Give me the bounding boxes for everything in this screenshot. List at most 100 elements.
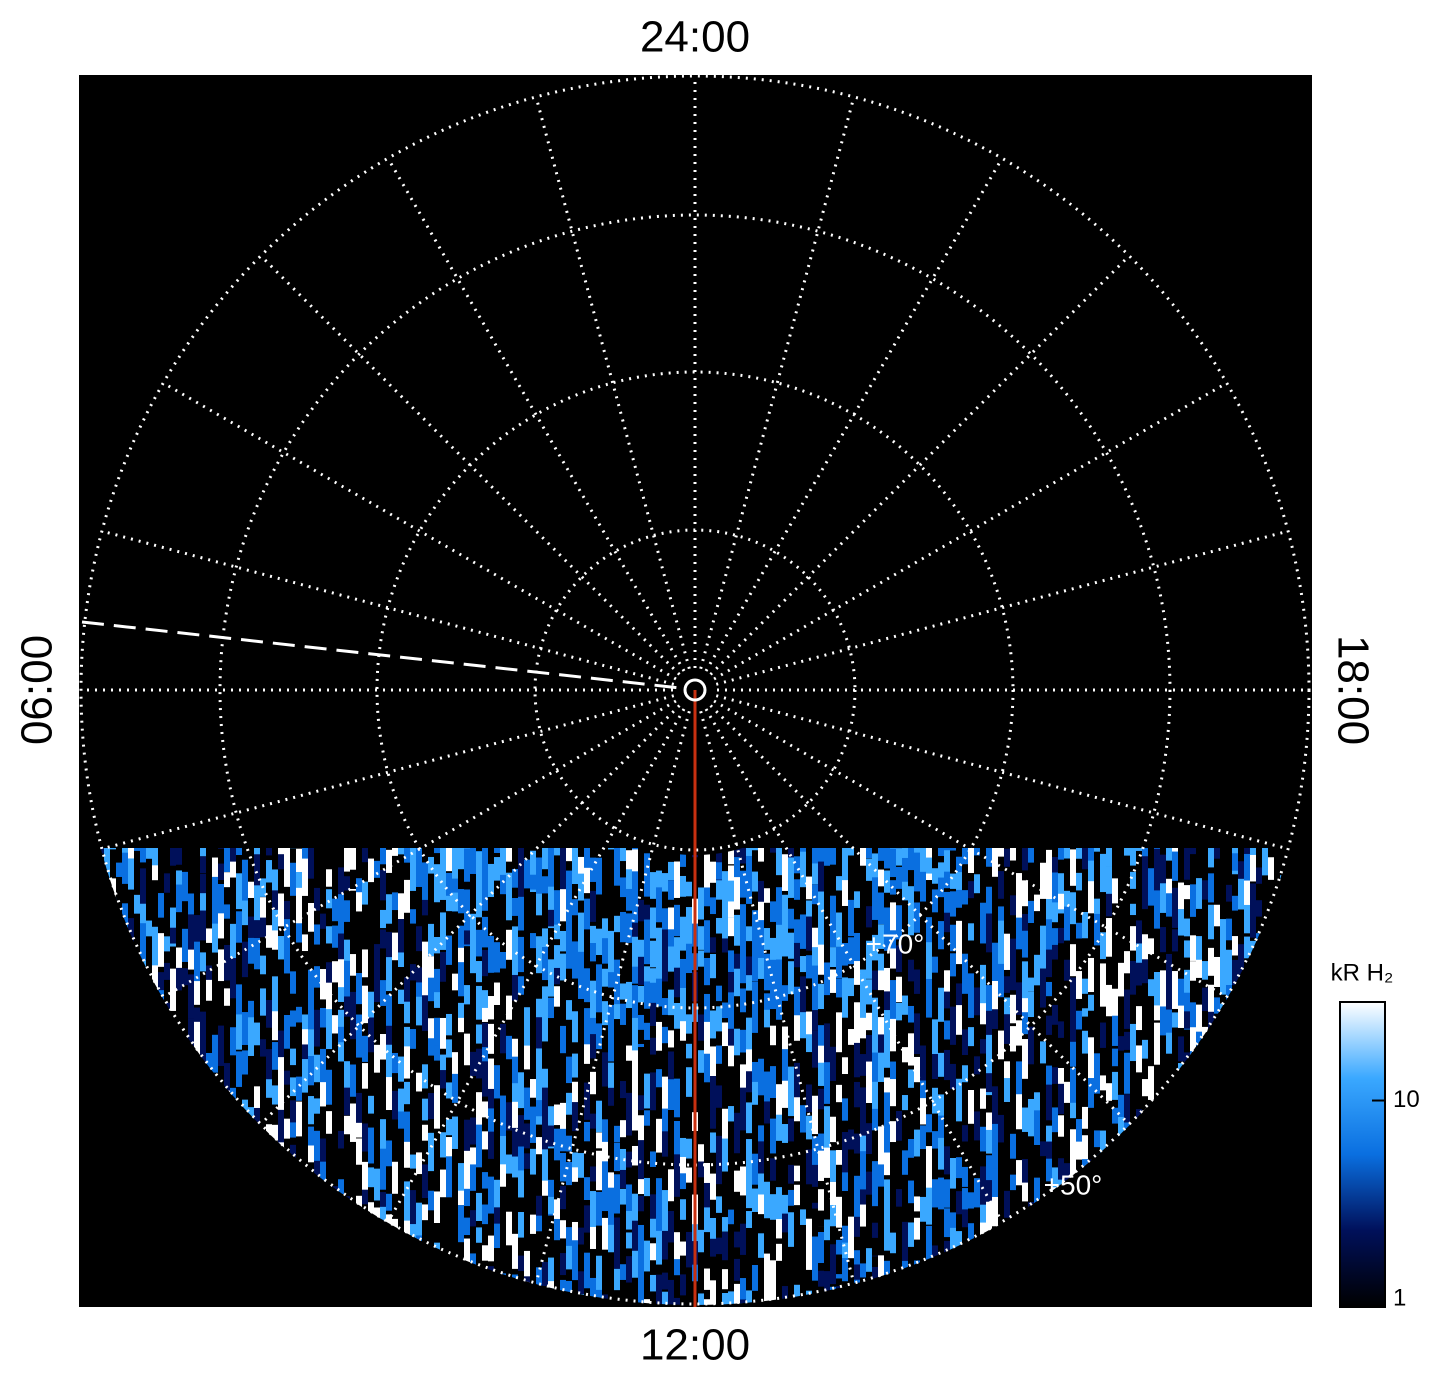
emission-pixel (1016, 873, 1022, 906)
emission-pixel (1262, 858, 1268, 873)
emission-pixel (752, 850, 758, 874)
emission-pixel (482, 1047, 488, 1072)
emission-pixel (602, 1181, 608, 1212)
colorbar-label: kR H₂ (1331, 959, 1394, 986)
emission-pixel (1154, 1036, 1160, 1065)
emission-pixel (734, 1009, 740, 1025)
emission-pixel (734, 1077, 740, 1119)
emission-pixel (902, 920, 908, 947)
emission-pixel (764, 1139, 770, 1160)
emission-pixel (764, 848, 770, 885)
emission-pixel (212, 848, 218, 858)
emission-pixel (842, 858, 848, 882)
emission-pixel (368, 1127, 374, 1164)
emission-pixel (488, 996, 494, 1020)
emission-pixel (578, 951, 584, 995)
emission-pixel (1064, 942, 1070, 970)
emission-pixel (1124, 951, 1130, 974)
emission-pixel (1082, 1073, 1088, 1097)
emission-pixel (368, 1017, 374, 1058)
emission-pixel (488, 906, 494, 925)
emission-pixel (500, 1240, 506, 1271)
emission-pixel (902, 1174, 908, 1192)
emission-pixel (1178, 882, 1184, 910)
emission-pixel (704, 1082, 710, 1103)
emission-pixel (302, 895, 308, 925)
emission-pixel (890, 902, 896, 934)
emission-pixel (1070, 977, 1076, 1002)
emission-pixel (176, 884, 182, 913)
emission-pixel (506, 1245, 512, 1270)
emission-pixel (272, 930, 278, 955)
emission-pixel (248, 916, 254, 945)
emission-pixel (386, 957, 392, 992)
emission-pixel (176, 990, 182, 1013)
emission-pixel (614, 1217, 620, 1252)
emission-pixel (440, 1088, 446, 1122)
emission-pixel (518, 976, 524, 995)
emission-pixel (926, 857, 932, 874)
emission-pixel (734, 1128, 740, 1154)
emission-pixel (356, 1030, 362, 1070)
emission-pixel (872, 1108, 878, 1131)
emission-pixel (734, 857, 740, 887)
emission-pixel (1040, 903, 1046, 922)
emission-pixel (830, 1205, 836, 1237)
grid-spoke (709, 704, 1131, 1126)
emission-pixel (452, 1116, 458, 1154)
emission-pixel (1184, 918, 1190, 937)
emission-pixel (482, 1245, 488, 1261)
emission-pixel (986, 985, 992, 1027)
emission-pixel (374, 848, 380, 861)
emission-pixel (722, 938, 728, 953)
emission-pixel (668, 1127, 674, 1155)
emission-pixel (1028, 1178, 1034, 1222)
emission-pixel (368, 1095, 374, 1114)
emission-pixel (182, 849, 188, 881)
emission-pixel (656, 1118, 662, 1153)
emission-pixel (482, 865, 488, 892)
emission-pixel (1274, 1304, 1280, 1305)
emission-pixel (560, 889, 566, 922)
emission-pixel (1112, 878, 1118, 904)
emission-pixel (740, 1147, 746, 1167)
emission-pixel (356, 1057, 362, 1093)
emission-pixel (1238, 861, 1244, 895)
emission-pixel (512, 1056, 518, 1100)
emission-pixel (680, 958, 686, 996)
emission-pixel (938, 877, 944, 898)
emission-pixel (920, 961, 926, 1003)
emission-pixel (740, 988, 746, 1013)
emission-pixel (1148, 1012, 1154, 1054)
emission-pixel (542, 1261, 548, 1294)
emission-pixel (962, 848, 968, 865)
emission-pixel (464, 1119, 470, 1159)
emission-pixel (554, 1240, 560, 1265)
emission-pixel (620, 848, 626, 862)
emission-pixel (944, 850, 950, 878)
emission-pixel (674, 848, 680, 863)
emission-pixel (932, 868, 938, 884)
emission-pixel (950, 873, 956, 889)
emission-pixel (302, 1123, 308, 1165)
emission-pixel (554, 1051, 560, 1071)
emission-pixel (674, 937, 680, 976)
emission-pixel (638, 1068, 644, 1100)
emission-pixel (656, 1087, 662, 1129)
emission-pixel (596, 894, 602, 928)
emission-pixel (1004, 1014, 1010, 1046)
emission-pixel (704, 1268, 710, 1290)
emission-pixel (128, 891, 134, 919)
emission-pixel (518, 1170, 524, 1198)
emission-pixel (260, 1309, 266, 1326)
emission-pixel (446, 848, 452, 872)
emission-pixel (1076, 1119, 1082, 1148)
emission-pixel (314, 924, 320, 945)
emission-pixel (578, 1153, 584, 1178)
emission-pixel (158, 917, 164, 939)
emission-pixel (710, 1046, 716, 1080)
emission-pixel (464, 889, 470, 921)
emission-pixel (674, 1259, 680, 1276)
emission-pixel (584, 1252, 590, 1289)
